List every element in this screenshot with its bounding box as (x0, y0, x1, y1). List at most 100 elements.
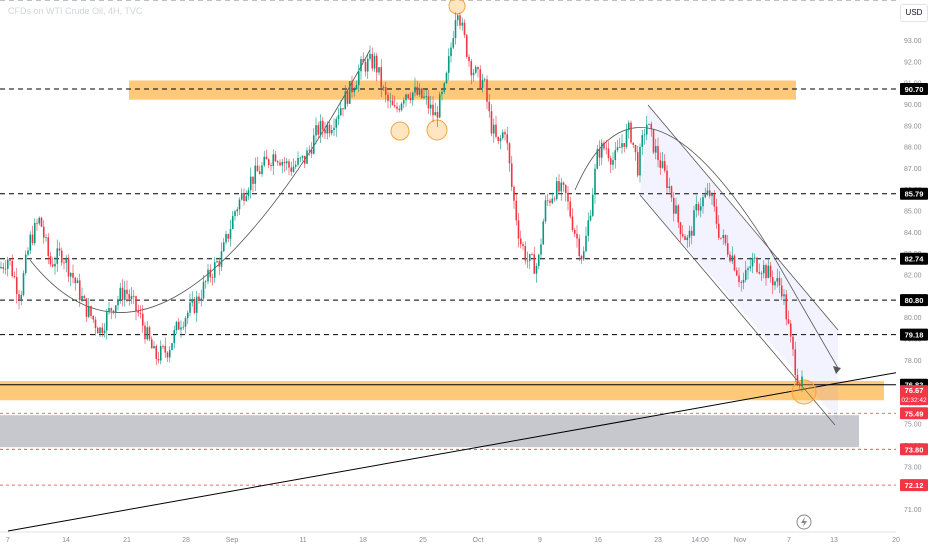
candle-body (326, 124, 329, 134)
candle-body (702, 197, 704, 207)
candle-body (373, 55, 376, 69)
candle-body (225, 234, 227, 243)
candle-body (540, 244, 542, 255)
candle-body (711, 194, 713, 196)
x-tick-label: 14:00 (691, 537, 709, 544)
price-level-value: 73.80 (905, 445, 924, 454)
candle-body (427, 96, 430, 109)
descending-channel-fill (640, 105, 838, 420)
candle-body (470, 61, 473, 76)
candle-body (380, 67, 383, 88)
candle-body (54, 263, 56, 267)
x-tick-label: 14 (62, 537, 70, 544)
candle-body (339, 108, 342, 116)
candle-body (441, 91, 443, 95)
candle-body (119, 287, 122, 300)
candle-body (762, 265, 765, 274)
x-tick-label: 28 (182, 537, 190, 544)
current-marker-circle (791, 379, 817, 405)
candle-body (146, 327, 149, 340)
candle-body (2, 266, 5, 269)
candle-body (551, 198, 554, 203)
candle-body (668, 186, 671, 189)
candle-body (605, 148, 608, 150)
candle-body (393, 105, 396, 107)
y-tick-label: 85.00 (904, 209, 922, 216)
candle-body (267, 159, 270, 166)
candle-body (328, 124, 331, 134)
candle-body (425, 96, 428, 98)
candle-body (141, 313, 144, 326)
candle-body (630, 122, 632, 143)
candle-body (348, 81, 351, 104)
candle-body (231, 216, 234, 229)
lightning-icon[interactable] (796, 514, 812, 530)
candle-body (501, 132, 504, 139)
candle-body (580, 256, 583, 260)
candle-body (157, 358, 160, 361)
price-level-value: 80.80 (905, 296, 924, 305)
candle-body (168, 349, 171, 358)
candle-body (317, 125, 320, 135)
candle-body (204, 281, 207, 283)
candle-body (213, 262, 216, 278)
candle-body (220, 251, 223, 267)
price-level-value: 79.18 (905, 331, 924, 340)
candle-body (663, 161, 666, 171)
x-tick-label: 16 (594, 537, 602, 544)
candle-body (461, 22, 464, 26)
candle-body (717, 223, 720, 238)
candle-body (654, 146, 657, 153)
candle-body (477, 67, 479, 70)
candle-body (99, 327, 101, 334)
candle-body (40, 217, 43, 227)
candle-body (731, 255, 734, 262)
candle-body (729, 254, 731, 262)
candle-body (693, 210, 695, 236)
candle-body (11, 260, 14, 277)
candle-body (456, 15, 459, 21)
candle-body (342, 108, 344, 110)
price-level-tag (900, 294, 928, 307)
candle-body (49, 256, 52, 265)
candle-body (780, 285, 783, 297)
candle-body (594, 168, 596, 195)
currency-button[interactable]: USD (900, 4, 928, 22)
candle-body (243, 193, 245, 201)
candle-body (369, 53, 371, 59)
candle-body (657, 146, 659, 161)
candle-body (47, 237, 50, 257)
candle-body (159, 346, 162, 361)
candle-body (666, 170, 668, 189)
candle-body (261, 165, 263, 174)
candle-body (389, 100, 392, 102)
candle-body (83, 296, 86, 299)
candle-body (254, 165, 257, 184)
candle-body (137, 310, 140, 313)
x-tick-label: 9 (538, 537, 542, 544)
candle-body (463, 22, 466, 35)
candle-body (787, 319, 790, 324)
candle-body (135, 296, 137, 311)
candle-body (758, 271, 761, 274)
candle-body (627, 122, 630, 130)
candle-body (753, 257, 756, 259)
zone-layer (0, 80, 884, 448)
candle-body (751, 258, 754, 267)
candle-body (222, 242, 225, 252)
candle-body (330, 130, 333, 134)
candle-body (785, 294, 788, 320)
candle-body (182, 326, 185, 328)
candle-body (173, 330, 176, 344)
channel-upper-line (647, 104, 839, 331)
price-level-value: 82.74 (905, 255, 925, 264)
x-tick-label: 13 (830, 537, 838, 544)
candle-body (690, 230, 693, 236)
price-level-value: 90.70 (905, 85, 924, 94)
candle-body (585, 235, 587, 252)
candle-body (612, 160, 614, 165)
candle-body (69, 272, 72, 277)
candle-body (144, 325, 146, 340)
y-tick-label: 84.00 (904, 230, 922, 237)
